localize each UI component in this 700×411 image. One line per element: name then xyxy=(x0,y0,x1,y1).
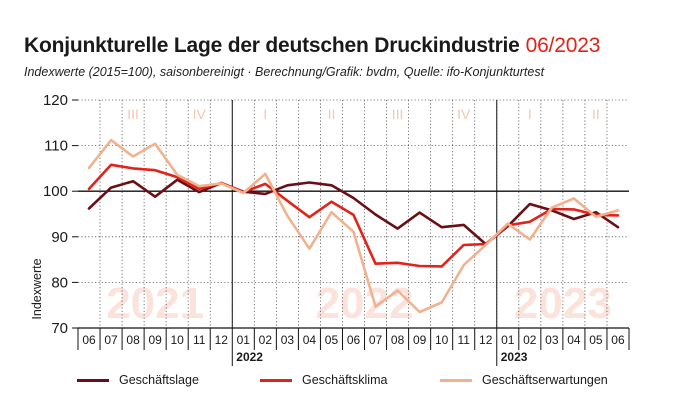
x-tick-label-13: 07 xyxy=(369,333,383,347)
x-tick-label-20: 02 xyxy=(523,333,537,347)
x-tick-label-1: 07 xyxy=(104,333,118,347)
x-tick-label-22: 04 xyxy=(567,333,581,347)
chart-title-text: Konjunkturelle Lage der deutschen Drucki… xyxy=(24,34,520,57)
y-tick-label-3: 100 xyxy=(43,183,68,200)
y-tick-label-2: 90 xyxy=(51,229,68,246)
chart-subtitle: Indexwerte (2015=100), saisonbereinigt ·… xyxy=(24,65,545,79)
x-tick-label-10: 04 xyxy=(303,333,317,347)
series-line-1 xyxy=(87,163,620,268)
legend-label-geschaeftsklima: Geschäftsklima xyxy=(302,373,388,387)
quarter-label-3: II xyxy=(328,106,336,122)
legend-swatch-geschaeftserwartungen xyxy=(440,378,472,382)
y-axis-label: Indexwerte xyxy=(30,258,44,319)
x-tick-labels: 06 07 08 09 10 11 12 01 02 03 04 05 06 07 08 09 10 11 12 01… xyxy=(82,333,625,364)
series-line-0 xyxy=(87,178,620,246)
quarter-label-6: I xyxy=(528,106,532,122)
x-tick-label-0: 06 xyxy=(82,333,96,347)
year-watermarks: 2021 2022 2023 xyxy=(106,279,612,328)
legend-swatch-geschaeftsklima xyxy=(260,378,292,382)
legend-swatch-geschaeftslage xyxy=(77,378,109,382)
x-tick-label-3: 09 xyxy=(148,333,162,347)
quarter-label-1: IV xyxy=(193,106,207,122)
quarter-label-0: III xyxy=(127,106,139,122)
quarter-label-5: IV xyxy=(457,106,471,122)
x-tick-label-12: 06 xyxy=(347,333,361,347)
x-tick-label-5: 11 xyxy=(193,333,206,347)
legend-item-geschaeftserwartungen: Geschäftserwartungen xyxy=(440,373,608,387)
x-tick-label-11: 05 xyxy=(325,333,339,347)
x-tick-label-6: 12 xyxy=(215,333,229,347)
x-tick-label-18: 12 xyxy=(479,333,493,347)
x-tick-label-17: 11 xyxy=(457,333,470,347)
y-tick-labels: 70 80 90 100 110 120 xyxy=(43,92,68,337)
x-tick-label-15: 09 xyxy=(413,333,427,347)
chart-date: 06/2023 xyxy=(525,34,601,57)
y-tick-label-5: 120 xyxy=(43,92,68,109)
y-tick-label-4: 110 xyxy=(44,138,68,155)
x-tick-label-8: 02 xyxy=(259,333,273,347)
quarter-label-2: I xyxy=(263,106,267,122)
legend-label-geschaeftserwartungen: Geschäftserwartungen xyxy=(482,373,608,387)
x-tick-label-7: 01 xyxy=(237,333,251,347)
axes xyxy=(72,99,630,366)
year-watermark-1: 2022 xyxy=(316,279,414,328)
quarter-label-4: III xyxy=(392,106,404,122)
x-tick-label-23: 05 xyxy=(589,333,603,347)
x-tick-label-9: 03 xyxy=(281,333,295,347)
legend-item-geschaeftslage: Geschäftslage xyxy=(77,373,199,387)
quarter-labels: III IV I II III IV I II xyxy=(127,106,600,122)
quarter-label-7: II xyxy=(592,106,600,122)
x-tick-label-4: 10 xyxy=(171,333,185,347)
chart-legend: Geschäftslage Geschäftsklima Geschäftser… xyxy=(0,373,700,397)
x-tick-label-16: 10 xyxy=(435,333,449,347)
legend-label-geschaeftslage: Geschäftslage xyxy=(119,373,199,387)
chart-title: Konjunkturelle Lage der deutschen Drucki… xyxy=(24,34,600,58)
series-line-2 xyxy=(87,138,620,314)
year-watermark-0: 2021 xyxy=(106,279,204,328)
x-tick-label-14: 08 xyxy=(391,333,405,347)
x-tick-label-21: 03 xyxy=(545,333,559,347)
legend-item-geschaeftsklima: Geschäftsklima xyxy=(260,373,387,387)
y-tick-label-0: 70 xyxy=(51,320,68,337)
x-tick-label-19: 01 xyxy=(501,333,515,347)
x-tick-label-24: 06 xyxy=(611,333,625,347)
y-tick-label-1: 80 xyxy=(51,274,68,291)
series-lines xyxy=(87,138,620,314)
year-watermark-2: 2023 xyxy=(514,279,612,328)
x-year-label-1: 2023 xyxy=(501,350,528,364)
x-tick-label-2: 08 xyxy=(126,333,140,347)
x-year-label-0: 2022 xyxy=(236,350,263,364)
